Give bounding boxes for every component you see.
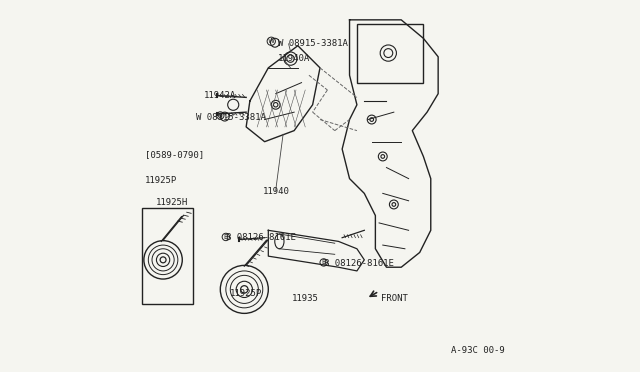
Text: 11925P: 11925P	[145, 176, 177, 185]
Text: 11942A: 11942A	[204, 91, 236, 100]
Text: A-93C 00-9: A-93C 00-9	[451, 346, 505, 355]
Bar	[142, 208, 193, 304]
Text: 11940A: 11940A	[278, 54, 310, 63]
Text: V: V	[218, 112, 223, 118]
Text: B: B	[321, 259, 326, 266]
Text: W 08915-3381A: W 08915-3381A	[278, 39, 348, 48]
Text: 11935: 11935	[292, 294, 319, 303]
Text: B 08126-8161E: B 08126-8161E	[226, 233, 296, 242]
Text: W 08915-3381A: W 08915-3381A	[196, 113, 266, 122]
Text: B 08126-8161E: B 08126-8161E	[324, 259, 394, 268]
Text: [0589-0790]: [0589-0790]	[145, 150, 204, 159]
Text: 11940: 11940	[263, 187, 290, 196]
Text: B: B	[223, 234, 228, 240]
Text: 11925P: 11925P	[230, 289, 262, 298]
Text: FRONT: FRONT	[381, 294, 408, 303]
Text: 11925H: 11925H	[156, 198, 188, 207]
Text: W: W	[268, 38, 275, 44]
Bar	[357, 23, 424, 83]
